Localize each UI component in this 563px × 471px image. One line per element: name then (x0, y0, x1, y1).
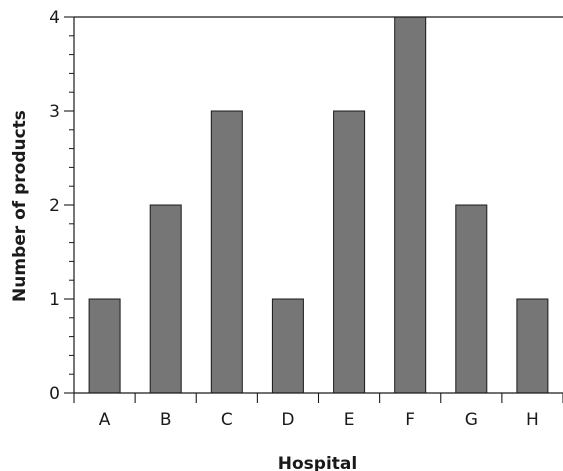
x-tick-label-B: B (160, 410, 172, 430)
x-ticks-group: A B C D E F G H (73, 393, 563, 430)
x-tick-label-C: C (221, 410, 233, 430)
y-tick-label: 0 (49, 384, 60, 404)
y-axis-title: Number of products (10, 110, 30, 302)
x-tick-label-G: G (465, 410, 478, 430)
bar-D (271, 298, 304, 394)
plot-area: 0 1 2 3 4 A B C D E F G H (49, 8, 563, 430)
x-tick-label-A: A (99, 410, 111, 430)
y-tick-label: 3 (49, 102, 60, 122)
bar-C (210, 110, 243, 394)
x-tick-label-F: F (405, 410, 415, 430)
x-tick-label-E: E (344, 410, 355, 430)
y-tick-label: 2 (49, 196, 60, 216)
y-tick-label: 4 (49, 8, 60, 28)
bar-H (516, 298, 549, 394)
bar-E (333, 110, 366, 394)
bar-B (149, 204, 182, 394)
y-tick-label: 1 (49, 290, 60, 310)
x-tick-label-D: D (281, 410, 294, 430)
bars-group (88, 16, 549, 394)
bar-A (88, 298, 121, 394)
bar-F (394, 16, 427, 394)
y-ticks-group: 0 1 2 3 4 (49, 8, 74, 404)
x-tick-label-H: H (526, 410, 539, 430)
x-axis-title: Hospital (278, 454, 357, 471)
bar-G (455, 204, 488, 394)
